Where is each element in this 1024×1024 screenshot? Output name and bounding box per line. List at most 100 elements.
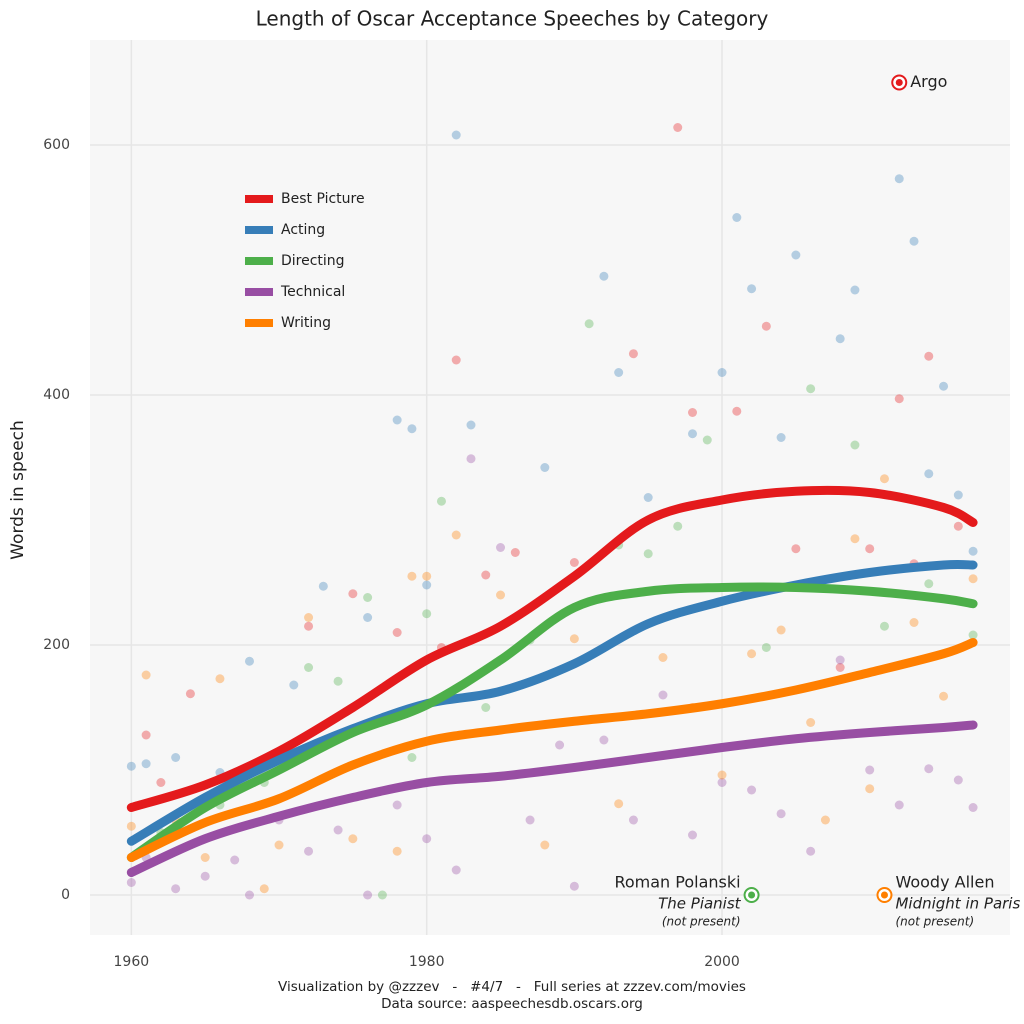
speech-point: [688, 429, 698, 439]
speech-point: [451, 130, 461, 140]
speech-point: [702, 435, 712, 445]
y-tick-label: 0: [61, 887, 70, 903]
speech-point: [407, 571, 417, 581]
speech-point: [200, 871, 210, 881]
y-tick-label: 600: [43, 137, 70, 153]
annotation-dot: [880, 891, 888, 899]
speech-point: [348, 589, 358, 599]
speech-point: [894, 800, 904, 810]
speech-point: [451, 355, 461, 365]
speech-point: [953, 775, 963, 785]
speech-point: [791, 250, 801, 260]
speech-point: [909, 236, 919, 246]
speech-point: [865, 765, 875, 775]
speech-point: [939, 381, 949, 391]
legend-label: Writing: [281, 315, 331, 331]
speech-point: [658, 690, 668, 700]
speech-point: [289, 680, 299, 690]
annotation-text: Woody Allen: [895, 873, 994, 892]
speech-point: [791, 544, 801, 554]
speech-point: [510, 548, 520, 557]
speech-point: [422, 834, 432, 844]
footer: Data source: aaspeechesdb.oscars.org: [381, 996, 643, 1012]
annotation-text: Roman Polanski: [614, 873, 740, 892]
speech-point: [304, 613, 314, 622]
speech-point: [643, 549, 653, 559]
speech-point: [126, 821, 136, 831]
speech-point: [451, 530, 461, 540]
legend-label: Technical: [280, 284, 345, 300]
plot-background: [90, 40, 1010, 935]
speech-point: [141, 670, 151, 680]
speech-point: [392, 628, 402, 637]
speech-point: [126, 761, 136, 771]
speech-point: [436, 496, 446, 506]
speech-point: [835, 663, 845, 672]
speech-point: [717, 368, 727, 377]
speech-point: [599, 271, 609, 281]
speech-point: [569, 881, 579, 891]
speech-point: [850, 534, 860, 544]
x-tick-label: 1960: [114, 954, 150, 970]
speech-point: [717, 770, 727, 780]
speech-point: [333, 825, 343, 835]
speech-point: [924, 579, 934, 589]
speech-point: [392, 800, 402, 810]
speech-point: [141, 759, 151, 769]
speech-point: [658, 653, 668, 662]
speech-point: [171, 753, 181, 762]
speech-point: [968, 630, 978, 640]
speech-point: [363, 890, 373, 900]
trend-line: [126, 720, 978, 877]
speech-point: [348, 834, 358, 844]
speech-point: [333, 676, 343, 686]
speech-point: [673, 123, 683, 132]
speech-point: [156, 778, 166, 787]
speech-point: [628, 349, 638, 359]
speech-point: [540, 840, 550, 850]
speech-point: [422, 580, 432, 590]
speech-point: [732, 213, 742, 222]
speech-point: [628, 815, 638, 825]
speech-point: [820, 815, 830, 825]
speech-point: [953, 521, 963, 531]
speech-point: [939, 691, 949, 701]
speech-point: [673, 521, 683, 531]
annotation-text: Argo: [910, 72, 947, 91]
speech-point: [407, 424, 417, 434]
speech-point: [776, 625, 786, 635]
speech-point: [806, 718, 816, 727]
speech-point: [481, 703, 491, 712]
speech-point: [776, 809, 786, 819]
speech-point: [407, 753, 417, 762]
speech-point: [466, 454, 476, 464]
speech-point: [377, 890, 387, 900]
speech-point: [835, 655, 845, 665]
speech-point: [806, 846, 816, 856]
speech-point: [126, 878, 136, 887]
speech-point: [747, 785, 757, 795]
speech-point: [879, 474, 889, 484]
speech-point: [761, 643, 771, 652]
annotation-text: (not present): [662, 915, 741, 929]
speech-point: [924, 351, 934, 361]
speech-point: [865, 544, 875, 554]
speech-point: [363, 593, 373, 602]
speech-point: [525, 815, 535, 825]
speech-point: [968, 803, 978, 812]
speech-point: [968, 546, 978, 556]
trend-line: [126, 559, 978, 846]
annotation-dot: [748, 891, 756, 899]
speech-point: [806, 384, 816, 394]
speech-point: [200, 853, 210, 862]
speech-point: [879, 621, 889, 631]
speech-point: [747, 649, 757, 659]
speech-point: [215, 674, 225, 684]
speech-point: [688, 830, 698, 840]
speech-point: [614, 799, 624, 809]
speech-point: [540, 463, 550, 472]
speech-point: [392, 415, 402, 425]
speech-point: [185, 689, 195, 699]
legend-label: Best Picture: [281, 191, 365, 207]
